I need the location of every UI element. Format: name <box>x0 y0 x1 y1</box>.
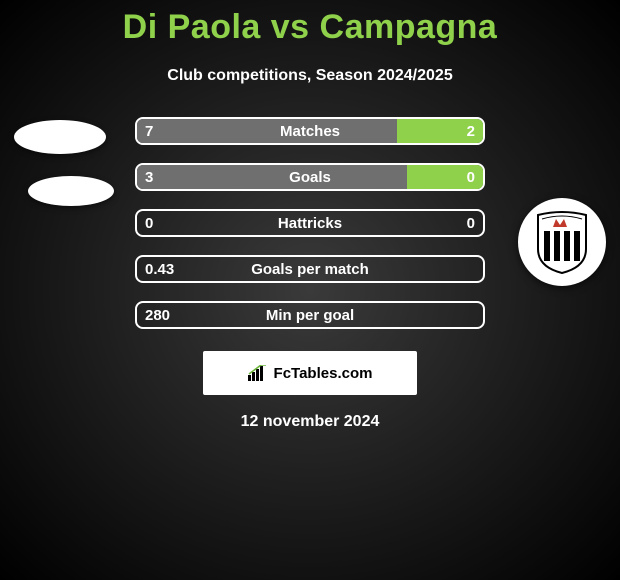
stat-label: Matches <box>137 123 483 140</box>
stat-row: 7 Matches 2 <box>135 117 485 145</box>
stat-rows: 7 Matches 2 3 Goals 0 0 Hattricks 0 0.43… <box>0 117 620 329</box>
stat-label: Min per goal <box>137 307 483 324</box>
bar-chart-icon <box>248 365 268 381</box>
stat-label: Hattricks <box>137 215 483 232</box>
footer-date: 12 november 2024 <box>0 413 620 431</box>
stat-label: Goals per match <box>137 261 483 278</box>
footer-brand-box: FcTables.com <box>203 351 417 395</box>
page-title: Di Paola vs Campagna <box>0 0 620 47</box>
stat-value-right: 0 <box>467 169 475 186</box>
stat-row: 0.43 Goals per match <box>135 255 485 283</box>
stat-row: 0 Hattricks 0 <box>135 209 485 237</box>
stat-value-right: 2 <box>467 123 475 140</box>
stat-value-right: 0 <box>467 215 475 232</box>
stat-row: 3 Goals 0 <box>135 163 485 191</box>
stat-row: 280 Min per goal <box>135 301 485 329</box>
page-subtitle: Club competitions, Season 2024/2025 <box>0 67 620 85</box>
stat-label: Goals <box>137 169 483 186</box>
footer-brand-label: FcTables.com <box>274 365 373 382</box>
